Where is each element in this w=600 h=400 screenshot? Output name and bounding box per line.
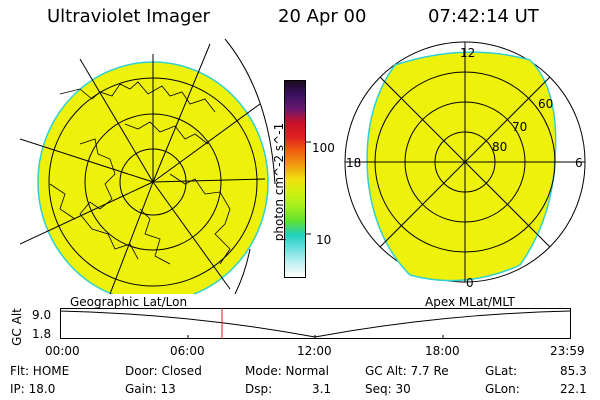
gcalt-status: GC Alt: 7.7 Re [365, 364, 449, 378]
colorbar-label: photon cm^-2 s^-1 [272, 122, 286, 242]
altitude-ylabel: GC Alt [9, 308, 24, 346]
geographic-map [20, 38, 276, 294]
glon-label: GLon: [485, 382, 520, 396]
glat-value: 85.3 [560, 364, 587, 378]
dsp-label: Dsp: [245, 382, 273, 396]
lat-label-60: 60 [538, 97, 554, 111]
altitude-plot [59, 308, 571, 339]
gain-status: Gain: 13 [125, 382, 176, 396]
left-map-caption: Geographic Lat/Lon [70, 295, 188, 309]
glat-label: GLat: [485, 364, 518, 378]
alt-ytick-9: 9.0 [32, 308, 52, 322]
coastline [49, 81, 231, 265]
time-label: 07:42:14 UT [428, 6, 539, 27]
ip-status: IP: 18.0 [10, 382, 56, 396]
mlt-label-left: 18 [346, 156, 362, 170]
glon-value: 22.1 [560, 382, 587, 396]
lat-label-80: 80 [492, 140, 508, 154]
mlt-label-top: 12 [460, 46, 476, 60]
dsp-value: 3.1 [312, 382, 332, 396]
mlt-label-right: 6 [575, 156, 583, 170]
alt-xtick-3: 18:00 [425, 344, 460, 358]
alt-xtick-4: 23:59 [550, 344, 585, 358]
alt-ytick-1-8: 1.8 [32, 327, 52, 341]
alt-xtick-0: 00:00 [45, 344, 80, 358]
mlt-label-bottom: 0 [466, 276, 474, 290]
alt-xtick-2: 12:00 [297, 344, 332, 358]
instrument-title: Ultraviolet Imager [47, 6, 210, 27]
flt-status: Flt: HOME [10, 364, 70, 378]
lat-label-70: 70 [512, 120, 528, 134]
seq-status: Seq: 30 [365, 382, 411, 396]
alt-xtick-1: 06:00 [170, 344, 205, 358]
right-map-caption: Apex MLat/MLT [425, 295, 515, 309]
colorbar-ticks [305, 141, 311, 235]
colorbar-tick-10: 10 [316, 233, 332, 247]
magnetic-map [344, 41, 586, 283]
date-label: 20 Apr 00 [278, 6, 367, 27]
colorbar-tick-100: 100 [312, 141, 335, 155]
door-status: Door: Closed [125, 364, 202, 378]
colorbar [284, 80, 306, 278]
mode-status: Mode: Normal [245, 364, 329, 378]
aurora-fill-right [366, 51, 557, 282]
